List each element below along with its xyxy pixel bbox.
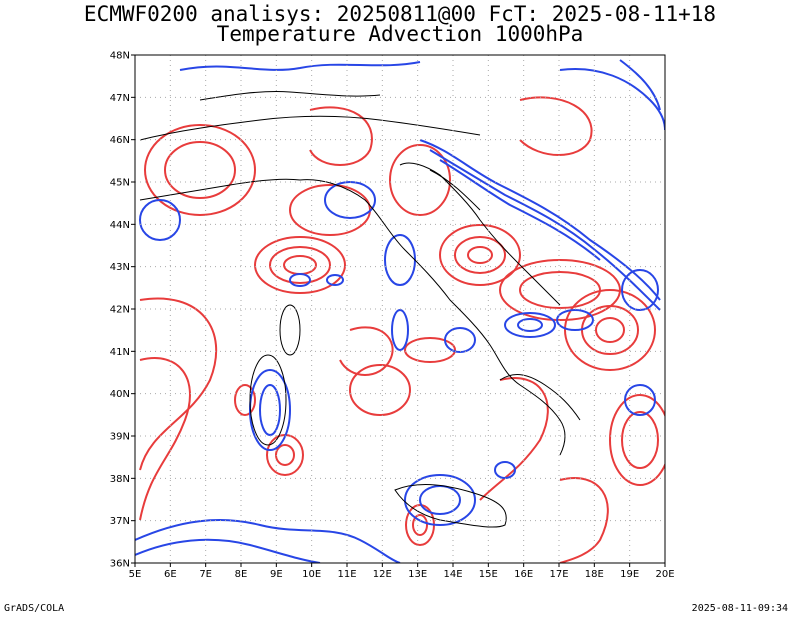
lat-tick-label: 41N: [110, 347, 130, 358]
lat-tick-label: 36N: [110, 559, 130, 570]
lon-tick-label: 14E: [443, 569, 462, 580]
lon-tick-label: 18E: [585, 569, 604, 580]
lon-tick-label: 16E: [514, 569, 533, 580]
lon-tick-label: 9E: [270, 569, 283, 580]
lon-tick-label: 6E: [164, 569, 177, 580]
lon-tick-label: 19E: [620, 569, 639, 580]
lon-tick-label: 11E: [337, 569, 356, 580]
lat-lon-grid: [135, 55, 665, 563]
lon-tick-label: 12E: [373, 569, 392, 580]
lat-tick-label: 37N: [110, 516, 130, 527]
latitude-axis: 36N 37N 38N 39N 40N 41N 42N 43N 44N 45N 46N 47N 48N: [110, 51, 135, 570]
lat-tick-label: 39N: [110, 432, 130, 443]
map-title-line-1: ECMWF0200 analisys: 20250811@00 FcT: 202…: [83, 2, 717, 26]
footer-timestamp: 2025-08-11-09:34: [691, 603, 788, 614]
lon-tick-label: 13E: [408, 569, 427, 580]
lon-tick-label: 8E: [235, 569, 248, 580]
map-title-line-2: Temperature Advection 1000hPa: [216, 22, 584, 46]
lon-tick-label: 5E: [129, 569, 142, 580]
cold-advection-contours: [135, 59, 665, 563]
lat-tick-label: 44N: [110, 220, 130, 231]
warm-advection-contours: [139, 96, 665, 563]
lat-tick-label: 40N: [110, 389, 130, 400]
lat-tick-label: 42N: [110, 305, 130, 316]
lat-tick-label: 48N: [110, 51, 130, 62]
lat-tick-label: 45N: [110, 178, 130, 189]
longitude-axis: 5E 6E 7E 8E 9E 10E 11E 12E 13E 14E 15E 16E 17E 18E 19E…: [129, 563, 675, 580]
lat-tick-label: 47N: [110, 93, 130, 104]
coastlines: [139, 91, 581, 528]
lon-tick-label: 17E: [549, 569, 568, 580]
lat-tick-label: 38N: [110, 474, 130, 485]
lat-tick-label: 46N: [110, 135, 130, 146]
lon-tick-label: 15E: [479, 569, 498, 580]
lon-tick-label: 20E: [655, 569, 674, 580]
lon-tick-label: 10E: [302, 569, 321, 580]
footer-credit: GrADS/COLA: [4, 603, 65, 614]
lat-tick-label: 43N: [110, 262, 130, 273]
lon-tick-label: 7E: [199, 569, 212, 580]
